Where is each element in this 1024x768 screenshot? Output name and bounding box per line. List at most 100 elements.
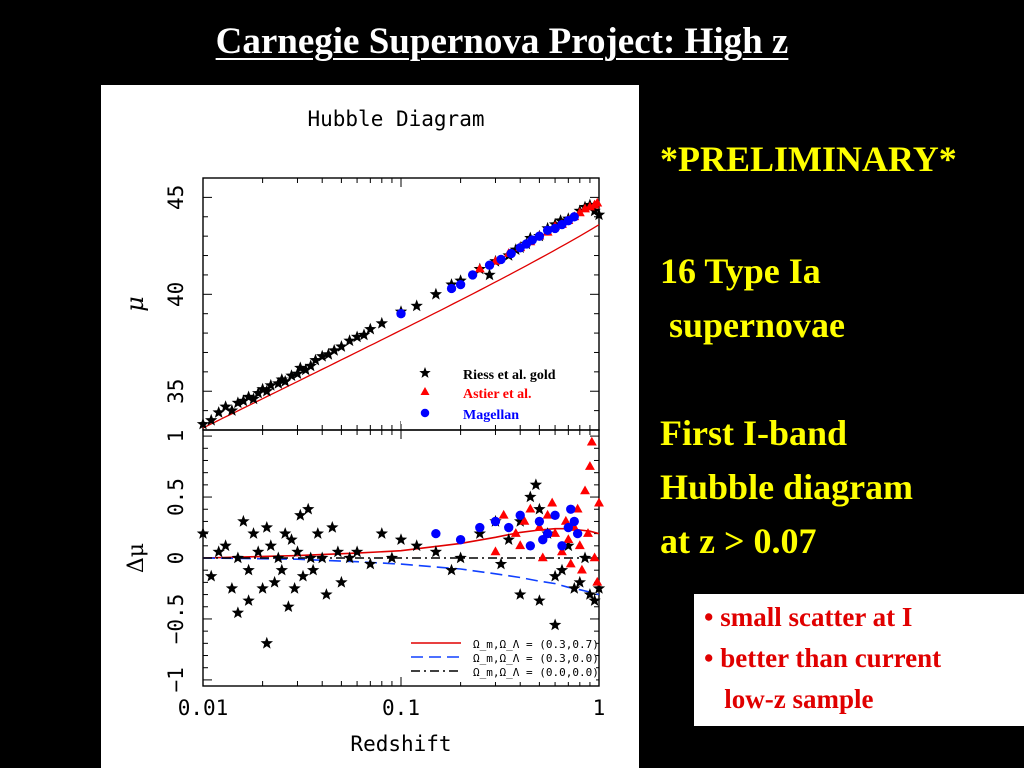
residual-point-magellan (563, 522, 574, 533)
residual-point-astier-et-al (560, 515, 571, 525)
top-point-magellan (496, 254, 506, 265)
residual-point-magellan (515, 510, 525, 521)
legend-label-magellan: Magellan (463, 408, 519, 423)
preliminary-label: *PRELIMINARY* (660, 139, 957, 179)
residual-point-riess-et-al-gold (514, 588, 527, 600)
note-line-1: • small scatter at I (704, 602, 913, 632)
residual-point-riess-et-al-gold (583, 588, 597, 600)
top-point-riess-et-al-gold (309, 353, 322, 366)
legend-label-m-0-0-0-0: Ω_m,Ω_Λ = (0.0,0.0) (473, 666, 599, 679)
description-line-3: at z > 0.07 (660, 521, 817, 561)
residual-point-riess-et-al-gold (279, 527, 292, 539)
residual-point-magellan (525, 541, 536, 551)
top-point-riess-et-al-gold (375, 316, 388, 329)
residual-point-riess-et-al-gold (237, 514, 250, 527)
slide-title: Carnegie Supernova Project: High z (215, 21, 789, 62)
residual-point-magellan (534, 516, 545, 527)
residual-point-riess-et-al-gold (568, 582, 581, 594)
residual-point-magellan (455, 535, 466, 545)
chart-title: Hubble Diagram (307, 107, 484, 131)
residual-point-riess-et-al-gold (291, 545, 304, 558)
top-y-axis-label: μ (121, 296, 149, 312)
top-point-riess-et-al-gold (237, 394, 250, 407)
residual-point-riess-et-al-gold (529, 478, 543, 491)
residual-point-astier-et-al (580, 485, 590, 495)
legend-label-riess-et-al-gold: Riess et al. gold (463, 368, 556, 383)
residual-point-magellan (557, 541, 567, 551)
residual-point-riess-et-al-gold (502, 533, 515, 545)
description-line-1: First I-band (660, 413, 848, 453)
residual-point-riess-et-al-gold (294, 508, 307, 521)
residual-point-magellan (490, 516, 501, 527)
residual-point-riess-et-al-gold (473, 527, 486, 539)
x-axis-label: Redshift (350, 732, 451, 756)
top-point-riess-et-al-gold (299, 363, 312, 376)
residual-point-riess-et-al-gold (445, 563, 458, 576)
residual-point-magellan (504, 522, 514, 533)
residual-point-astier-et-al (525, 503, 536, 513)
residual-point-riess-et-al-gold (331, 545, 345, 558)
legend-marker-astier-et-al (420, 387, 430, 395)
residual-point-riess-et-al-gold (256, 582, 269, 594)
top-point-magellan (550, 223, 560, 234)
residual-point-astier-et-al (547, 497, 558, 507)
top-point-magellan (569, 212, 579, 222)
residual-point-astier-et-al (576, 564, 587, 574)
legend-label-m-0-3-0-0: Ω_m,Ω_Λ = (0.3,0.0) (473, 652, 599, 665)
top-point-riess-et-al-gold (256, 382, 269, 395)
residual-point-riess-et-al-gold (533, 594, 546, 606)
residual-point-astier-et-al (589, 552, 600, 562)
note-line-2: • better than current (704, 643, 942, 673)
residual-y-tick-label: −0.5 (164, 594, 188, 645)
top-y-tick-label: 35 (164, 379, 188, 404)
residual-point-astier-et-al (557, 546, 567, 556)
residual-point-riess-et-al-gold (375, 527, 388, 539)
top-point-riess-et-al-gold (247, 392, 260, 405)
top-point-riess-et-al-gold (272, 377, 285, 389)
hubble-figure: 35 40 45 −1 −0.5 0 0.5 1 Riess et al. gold Astier… (101, 85, 639, 768)
top-point-riess-et-al-gold (225, 404, 239, 416)
top-point-riess-et-al-gold (343, 334, 356, 347)
legend-label-astier-et-al: Astier et al. (463, 387, 532, 402)
residual-point-riess-et-al-gold (494, 557, 508, 570)
top-point-riess-et-al-gold (252, 386, 265, 399)
notes-box: • small scatter at I • better than curre… (694, 594, 1024, 726)
residual-point-astier-et-al (490, 546, 501, 556)
x-tick-label: 0.1 (382, 696, 420, 720)
residual-point-astier-et-al (537, 552, 548, 562)
residual-y-tick-label: −1 (164, 667, 188, 692)
residual-point-riess-et-al-gold (350, 545, 364, 558)
top-point-riess-et-al-gold (410, 299, 423, 312)
residual-point-riess-et-al-gold (231, 551, 244, 564)
residual-point-riess-et-al-gold (302, 502, 315, 515)
legend-marker-magellan (420, 408, 430, 418)
residual-point-astier-et-al (592, 576, 603, 586)
residual-point-riess-et-al-gold (225, 582, 239, 594)
residual-point-astier-et-al (534, 522, 545, 531)
residual-point-riess-et-al-gold (307, 563, 320, 576)
residual-point-astier-et-al (563, 534, 574, 544)
residual-point-riess-et-al-gold (205, 569, 218, 582)
residual-point-riess-et-al-gold (282, 600, 295, 612)
residual-y-tick-label: 0 (164, 552, 188, 565)
residual-point-riess-et-al-gold (385, 551, 399, 564)
residual-point-magellan (431, 528, 441, 539)
residual-point-magellan (569, 516, 579, 527)
residual-point-riess-et-al-gold (394, 533, 408, 545)
residual-point-astier-et-al (515, 540, 526, 550)
residual-point-riess-et-al-gold (320, 588, 333, 600)
residual-point-riess-et-al-gold (196, 527, 210, 539)
top-point-riess-et-al-gold (592, 208, 606, 221)
residual-point-riess-et-al-gold (264, 539, 277, 552)
residual-point-riess-et-al-gold (296, 569, 310, 582)
residual-point-riess-et-al-gold (364, 557, 377, 570)
top-point-riess-et-al-gold (196, 417, 210, 430)
residual-point-riess-et-al-gold (533, 502, 546, 515)
residual-point-riess-et-al-gold (242, 563, 255, 576)
top-point-magellan (396, 309, 406, 319)
top-point-riess-et-al-gold (328, 344, 341, 356)
top-point-riess-et-al-gold (231, 396, 244, 409)
residual-point-riess-et-al-gold (548, 569, 562, 582)
residual-point-astier-et-al (510, 528, 521, 537)
residual-point-riess-et-al-gold (212, 545, 225, 558)
